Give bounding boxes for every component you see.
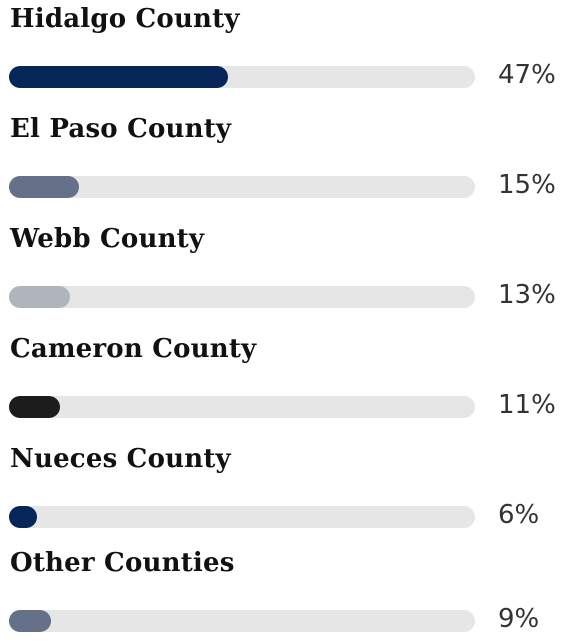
bar-el-paso [9,176,79,198]
chart-row-nueces: Nueces County 6% [0,440,564,540]
bar-track [9,610,475,632]
value-label: 13% [498,280,556,310]
bar-webb [9,286,70,308]
category-label: Cameron County [10,334,257,364]
bar-track [9,396,475,418]
bar-track [9,176,475,198]
bar-track [9,506,475,528]
category-label: Other Counties [10,548,235,578]
category-label: Hidalgo County [10,4,240,34]
chart-row-cameron: Cameron County 11% [0,330,564,430]
chart-row-webb: Webb County 13% [0,220,564,320]
chart-row-other: Other Counties 9% [0,544,564,644]
bar-nueces [9,506,37,528]
value-label: 9% [498,604,540,634]
category-label: Webb County [10,224,205,254]
value-label: 11% [498,390,556,420]
bar-cameron [9,396,61,418]
chart-row-hidalgo: Hidalgo County 47% [0,0,564,100]
category-label: Nueces County [10,444,231,474]
bar-hidalgo [9,66,229,88]
bar-track [9,66,475,88]
category-label: El Paso County [10,114,232,144]
bar-track [9,286,475,308]
value-label: 6% [498,500,540,530]
value-label: 47% [498,60,556,90]
value-label: 15% [498,170,556,200]
bar-other [9,610,51,632]
chart-row-el-paso: El Paso County 15% [0,110,564,210]
